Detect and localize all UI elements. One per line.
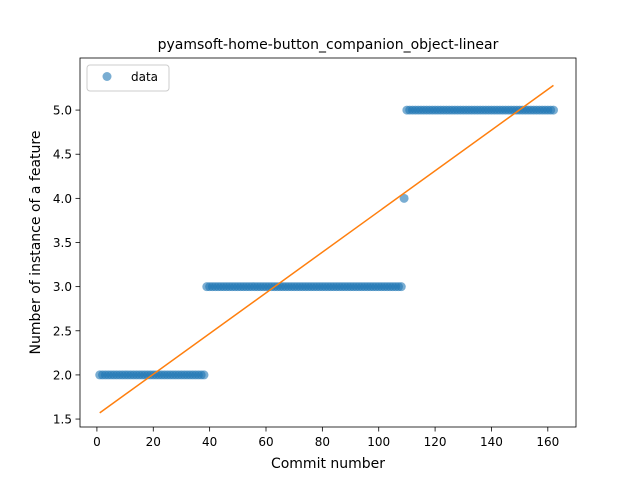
data-point (199, 370, 209, 380)
legend: data (86, 64, 170, 92)
x-tick-label: 20 (146, 435, 161, 449)
data-point (399, 193, 409, 203)
data-point (396, 282, 406, 292)
x-tick-label: 140 (480, 435, 503, 449)
plot-area (80, 58, 576, 427)
y-tick-label: 2.5 (53, 324, 72, 338)
x-axis-label: Commit number (271, 456, 385, 472)
y-tick-label: 5.0 (53, 104, 72, 118)
x-tick-label: 120 (424, 435, 447, 449)
x-tick-label: 160 (536, 435, 559, 449)
x-tick-label: 100 (367, 435, 390, 449)
legend-marker-data (102, 72, 112, 81)
y-tick-label: 1.5 (53, 413, 72, 427)
x-tick-label: 80 (315, 435, 330, 449)
plot-frame (79, 57, 577, 428)
y-tick-label: 4.0 (53, 192, 72, 206)
legend-box (86, 64, 170, 92)
data-point (548, 105, 558, 115)
y-axis-label: Number of instance of a feature (28, 131, 44, 355)
linear-fit-line (99, 84, 554, 414)
axes-layer: 0 20 40 60 80 100 120 140 160 1.5 2.0 2.5 3.0 3.5 4.0 4… (53, 104, 559, 449)
y-tick-label: 2.0 (53, 368, 72, 382)
y-tick-label: 4.5 (53, 148, 72, 162)
x-tick-label: 40 (202, 435, 217, 449)
y-tick-label: 3.0 (53, 280, 72, 294)
legend-label-data: data (131, 70, 158, 84)
y-tick-label: 3.5 (53, 236, 72, 250)
data-layer (95, 84, 558, 414)
x-tick-label: 60 (258, 435, 273, 449)
x-tick-label: 0 (93, 435, 101, 449)
chart-title: pyamsoft-home-button_companion_object-li… (158, 37, 499, 53)
